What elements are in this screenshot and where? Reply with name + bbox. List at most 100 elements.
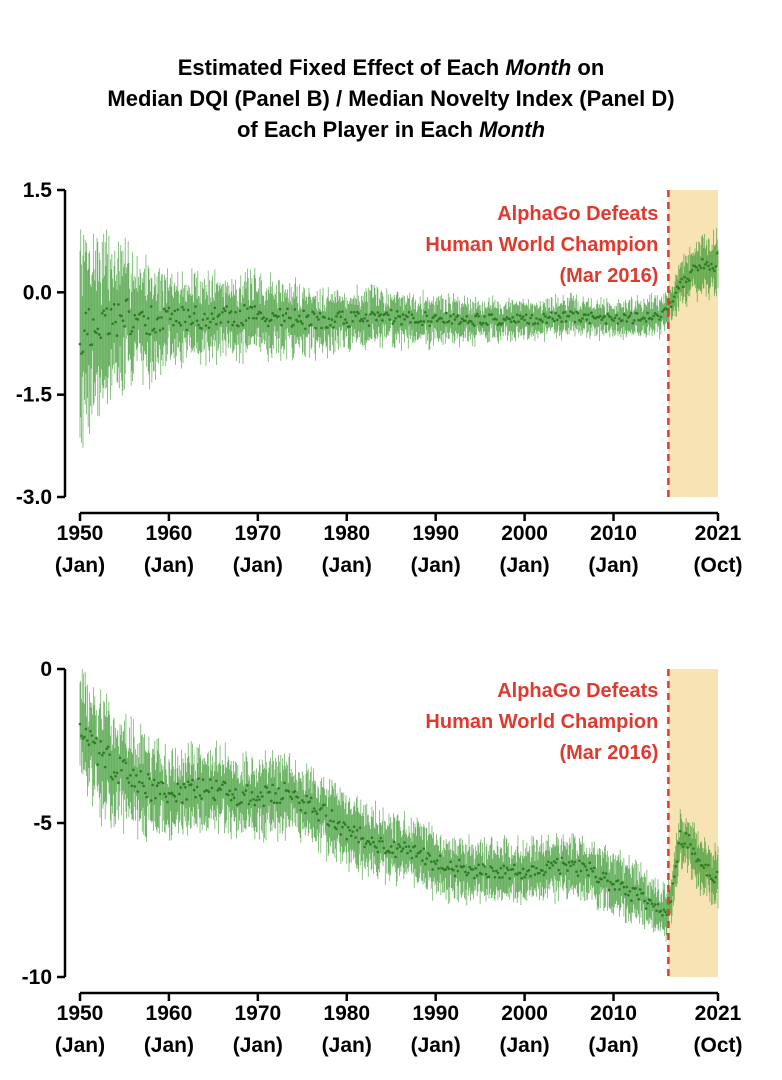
data-point (518, 314, 522, 317)
data-point (379, 313, 383, 316)
data-point (210, 786, 214, 790)
data-point (643, 899, 646, 903)
data-point (240, 321, 243, 325)
data-point (589, 867, 593, 870)
data-point (533, 873, 537, 876)
panel-d-novelty: AlphaGo Defeats Human World Champion (Mar … (22, 658, 743, 1057)
data-point (381, 319, 384, 322)
data-point (392, 320, 396, 323)
data-point (320, 326, 323, 330)
data-point (424, 310, 427, 314)
data-point (266, 324, 270, 328)
data-point (509, 320, 513, 324)
data-point (675, 860, 679, 864)
data-point (468, 865, 472, 869)
y-tick-label: -10 (22, 966, 52, 989)
data-point (437, 867, 440, 870)
data-point (486, 323, 489, 327)
data-point (456, 314, 460, 317)
data-point (409, 321, 412, 324)
data-point (458, 858, 461, 862)
data-point (705, 260, 709, 264)
annotation-line: AlphaGo Defeats (497, 680, 658, 702)
data-point (627, 893, 630, 897)
data-point (569, 864, 572, 868)
data-point (80, 352, 83, 355)
data-point (555, 318, 559, 322)
data-point (447, 867, 451, 871)
data-point (520, 877, 523, 880)
data-point (652, 905, 655, 908)
data-point (260, 795, 264, 798)
data-point (130, 784, 134, 788)
data-point (495, 869, 498, 873)
data-point (105, 747, 108, 751)
data-point (410, 856, 414, 860)
data-point (536, 322, 540, 325)
data-point (114, 320, 117, 324)
data-point (342, 322, 346, 325)
data-point (252, 798, 255, 801)
data-point (215, 322, 218, 326)
x-tick-label: 2021 (695, 1002, 742, 1025)
data-point (160, 316, 163, 319)
data-point (535, 317, 538, 320)
data-point (126, 298, 129, 301)
data-point (158, 792, 162, 796)
data-point (452, 868, 455, 872)
data-point (145, 332, 148, 335)
data-point (554, 861, 558, 865)
data-point (579, 320, 583, 323)
data-point (176, 782, 180, 786)
data-point (400, 322, 403, 326)
data-point (421, 323, 424, 327)
data-point (315, 315, 319, 319)
data-point (361, 837, 365, 840)
data-point (630, 311, 633, 315)
data-point (229, 798, 233, 802)
y-tick-label: -5 (33, 812, 52, 835)
data-point (391, 851, 395, 855)
data-point (296, 796, 300, 799)
data-point (360, 317, 363, 321)
chart-title: Estimated Fixed Effect of Each Month on … (0, 52, 782, 145)
data-point (521, 315, 525, 319)
data-point (191, 778, 194, 782)
data-point (624, 892, 627, 896)
data-point (449, 860, 452, 864)
data-point (170, 312, 174, 316)
data-point (179, 786, 183, 789)
data-point (453, 874, 457, 878)
point-estimates (78, 722, 719, 917)
data-point (449, 314, 452, 318)
data-point (127, 310, 131, 313)
data-point (341, 310, 344, 313)
data-point (707, 863, 710, 867)
data-point (83, 735, 86, 739)
data-point (216, 315, 220, 318)
data-point (292, 323, 295, 327)
data-point (363, 317, 366, 320)
data-point (163, 792, 166, 796)
data-point (338, 820, 341, 824)
data-point (541, 869, 544, 873)
data-point (200, 797, 203, 800)
title-line-2: Median DQI (Panel B) / Median Novelty In… (107, 86, 675, 111)
data-point (241, 791, 245, 794)
data-point (166, 310, 169, 313)
data-point (523, 318, 526, 322)
data-point (609, 880, 612, 884)
data-point (438, 854, 442, 858)
data-point (204, 324, 208, 327)
data-point (406, 851, 409, 855)
data-point (554, 311, 558, 315)
x-tick-sublabel: (Jan) (322, 554, 372, 577)
data-point (566, 869, 569, 872)
data-point (649, 899, 652, 902)
data-point (106, 745, 110, 749)
data-point (335, 315, 338, 318)
data-point (557, 314, 560, 317)
x-tick-label: 1970 (234, 1002, 281, 1025)
data-point (555, 857, 559, 861)
